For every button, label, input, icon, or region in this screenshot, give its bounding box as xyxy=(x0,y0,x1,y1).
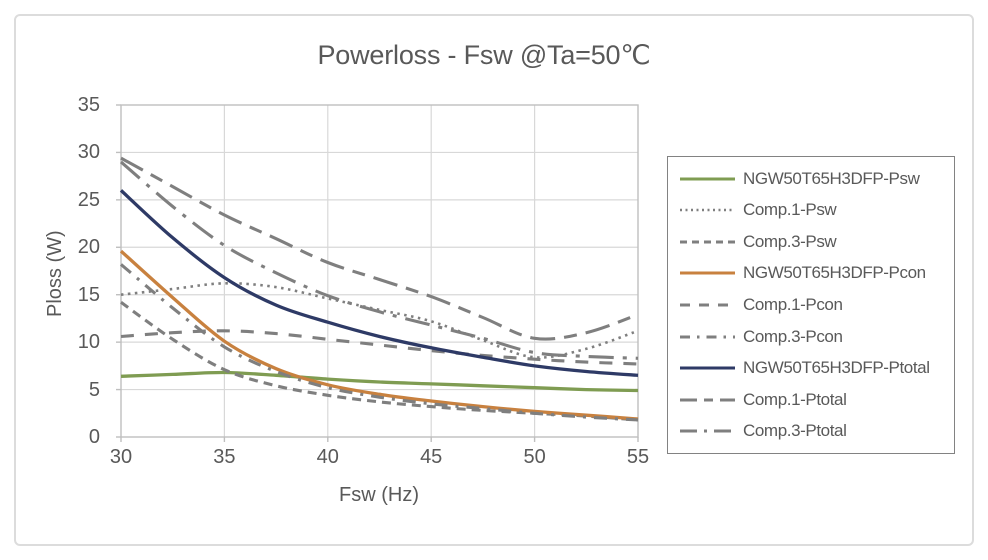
plot-area xyxy=(116,104,639,442)
legend-label: Comp.3-Psw xyxy=(743,231,837,251)
legend-label: NGW50T65H3DFP-Psw xyxy=(743,168,920,188)
chart-title: Powerloss - Fsw @Ta=50℃ xyxy=(317,40,651,70)
y-tick-label-25: 25 xyxy=(77,188,100,211)
y-tick-label-35: 35 xyxy=(77,94,100,116)
legend-label: Comp.3-Ptotal xyxy=(743,421,847,441)
series-line-NGW50T65H3DFP-Ptotal xyxy=(119,189,639,377)
series-line-Comp.3-Ptotal xyxy=(119,160,639,360)
legend-swatch-Comp.3-Pcon xyxy=(680,335,735,339)
legend-swatch-Comp.1-Pcon xyxy=(680,303,735,307)
y-tick-label-30: 30 xyxy=(77,141,100,164)
x-tick-label-45: 45 xyxy=(420,446,443,468)
chart-card: Powerloss - Fsw @Ta=50℃ Ploss (W) Fsw (H… xyxy=(14,14,974,546)
series-line-Comp.1-Ptotal xyxy=(120,156,639,341)
legend-swatch-Comp.3-Psw xyxy=(680,240,735,244)
legend-item-NGW50T65H3DFP-Psw: NGW50T65H3DFP-Psw xyxy=(680,169,954,189)
x-tick-label-30: 30 xyxy=(109,446,133,468)
legend-swatch-NGW50T65H3DFP-Pcon xyxy=(680,271,735,275)
legend-item-Comp.1-Pcon: Comp.1-Pcon xyxy=(680,295,954,315)
legend-label: Comp.3-Pcon xyxy=(743,326,843,346)
legend-item-NGW50T65H3DFP-Pcon: NGW50T65H3DFP-Pcon xyxy=(680,263,954,283)
plot-border xyxy=(120,104,639,438)
legend-item-Comp.1-Ptotal: Comp.1-Ptotal xyxy=(680,390,954,410)
x-tick-label-55: 55 xyxy=(626,446,650,468)
legend-swatch-NGW50T65H3DFP-Ptotal xyxy=(680,366,735,370)
legend-swatch-NGW50T65H3DFP-Psw xyxy=(680,177,735,181)
y-tick-label-0: 0 xyxy=(88,426,100,448)
y-tick-label-10: 10 xyxy=(77,331,100,354)
y-tick-label-15: 15 xyxy=(77,283,100,306)
series-line-Comp.3-Pcon xyxy=(120,263,639,422)
legend-swatch-Comp.3-Ptotal xyxy=(680,429,735,433)
legend-swatch-Comp.1-Psw xyxy=(680,208,735,212)
legend-item-Comp.3-Pcon: Comp.3-Pcon xyxy=(680,327,954,347)
y-tick-label-20: 20 xyxy=(77,236,100,259)
legend-label: Comp.1-Psw xyxy=(743,200,837,220)
y-axis-label: Ploss (W) xyxy=(44,230,66,318)
legend-item-Comp.1-Psw: Comp.1-Psw xyxy=(680,200,954,220)
legend-item-Comp.3-Psw: Comp.3-Psw xyxy=(680,232,954,252)
legend-swatch-Comp.1-Ptotal xyxy=(680,398,735,402)
legend-item-NGW50T65H3DFP-Ptotal: NGW50T65H3DFP-Ptotal xyxy=(680,358,954,378)
x-tick-label-35: 35 xyxy=(213,446,236,468)
series-line-NGW50T65H3DFP-Psw xyxy=(120,370,639,393)
x-axis-label: Fsw (Hz) xyxy=(339,484,419,506)
legend-label: Comp.1-Pcon xyxy=(743,294,843,314)
x-tick-label-50: 50 xyxy=(523,446,546,468)
legend-label: NGW50T65H3DFP-Ptotal xyxy=(743,358,930,378)
legend: NGW50T65H3DFP-Psw Comp.1-Psw Comp.3-Psw NGW… xyxy=(667,156,955,454)
legend-label: NGW50T65H3DFP-Pcon xyxy=(743,263,926,283)
y-tick-label-5: 5 xyxy=(88,378,100,401)
x-tick-label-40: 40 xyxy=(316,446,339,468)
legend-label: Comp.1-Ptotal xyxy=(743,389,847,409)
series-line-NGW50T65H3DFP-Pcon xyxy=(119,249,639,421)
legend-item-Comp.3-Ptotal: Comp.3-Ptotal xyxy=(680,421,954,441)
